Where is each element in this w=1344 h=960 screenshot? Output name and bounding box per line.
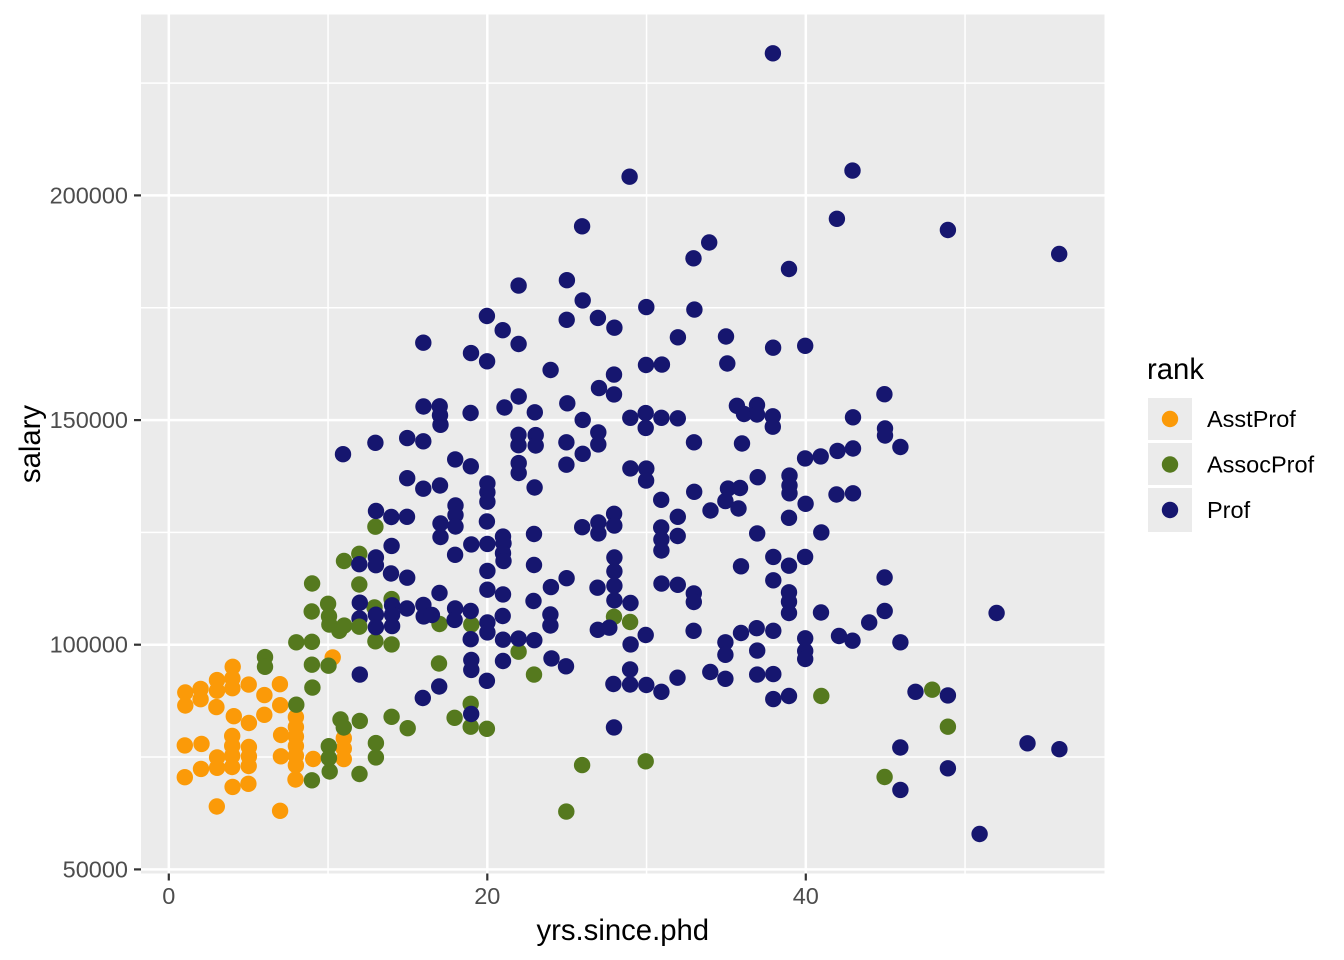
svg-text:40: 40 bbox=[793, 883, 819, 909]
svg-text:salary: salary bbox=[14, 405, 47, 484]
svg-text:AsstProf: AsstProf bbox=[1207, 406, 1296, 432]
svg-text:100000: 100000 bbox=[50, 632, 128, 658]
svg-text:Prof: Prof bbox=[1207, 497, 1251, 523]
svg-text:0: 0 bbox=[162, 883, 175, 909]
svg-text:150000: 150000 bbox=[50, 407, 128, 433]
svg-text:AssocProf: AssocProf bbox=[1207, 452, 1315, 478]
svg-text:200000: 200000 bbox=[50, 182, 128, 208]
svg-text:20: 20 bbox=[474, 883, 500, 909]
svg-text:rank: rank bbox=[1147, 353, 1204, 386]
svg-text:yrs.since.phd: yrs.since.phd bbox=[536, 914, 709, 947]
svg-text:50000: 50000 bbox=[63, 856, 128, 882]
